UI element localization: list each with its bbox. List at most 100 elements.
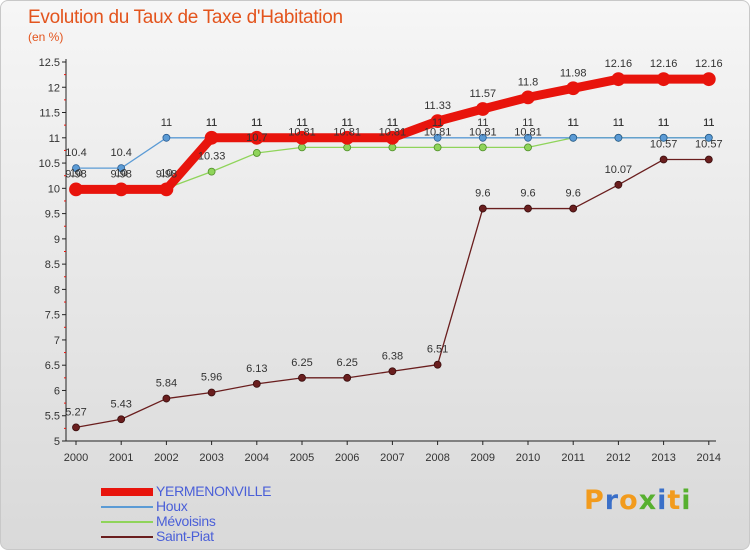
logo-letter: i	[657, 485, 668, 516]
x-tick-label: 2005	[290, 452, 314, 464]
x-tick-label: 2001	[109, 452, 133, 464]
data-label-mevoisins: 10.81	[379, 126, 407, 138]
data-point-yermenonville	[340, 130, 355, 145]
data-point-houx	[704, 133, 713, 142]
data-point-yermenonville	[521, 90, 535, 105]
logo-letter: r	[604, 485, 620, 516]
y-tick-label: 8.5	[45, 259, 60, 271]
data-point-yermenonville	[656, 72, 671, 87]
y-tick-label: 6	[54, 385, 60, 397]
legend-swatch	[101, 488, 153, 496]
data-point-houx	[478, 133, 487, 142]
data-labels: 5.27 5.43 5.84 5.96 6.13 6.25 6.25 6.38 6.51 9.6 9…	[65, 58, 722, 418]
data-point-yermenonville	[430, 114, 445, 129]
data-point-mevoisins	[388, 143, 397, 152]
data-point-saint-piat	[343, 373, 352, 382]
data-point-saint-piat	[117, 415, 126, 424]
data-label-saint-piat: 6.25	[291, 357, 312, 369]
data-label-houx: 11	[477, 117, 488, 129]
y-tick-label: 11.5	[39, 108, 60, 120]
y-tick-label: 9	[54, 234, 60, 246]
y-tick-label: 11	[49, 133, 60, 145]
data-label-saint-piat: 10.07	[605, 164, 633, 176]
y-tick-label: 7	[54, 335, 60, 347]
series-points	[69, 72, 716, 432]
data-point-yermenonville	[295, 130, 309, 145]
data-label-saint-piat: 10.57	[695, 139, 723, 151]
data-point-saint-piat	[478, 204, 487, 213]
data-label-houx: 10.4	[65, 147, 86, 159]
logo-letter: t	[667, 485, 682, 516]
data-label-yermenonville: 11	[251, 117, 262, 129]
data-label-saint-piat: 5.43	[110, 398, 131, 410]
data-point-houx	[614, 133, 623, 142]
x-tick-label: 2014	[697, 452, 721, 464]
data-point-mevoisins	[343, 143, 352, 152]
data-label-mevoisins: 10.7	[246, 132, 267, 144]
x-tick-label: 2000	[64, 452, 88, 464]
data-point-yermenonville	[69, 182, 83, 197]
data-point-saint-piat	[162, 394, 171, 403]
x-tick-label: 2004	[245, 452, 269, 464]
data-point-mevoisins	[207, 167, 216, 176]
data-label-houx: 11	[296, 117, 307, 129]
y-tick-label: 12	[48, 82, 60, 94]
data-label-saint-piat: 9.6	[566, 188, 581, 200]
data-label-yermenonville: 11	[206, 117, 217, 129]
data-label-mevoisins: 10.81	[424, 126, 452, 138]
data-label-mevoisins: 10	[160, 167, 172, 179]
data-label-saint-piat: 10.57	[650, 139, 678, 151]
data-point-saint-piat	[433, 360, 442, 369]
data-label-yermenonville: 11	[341, 117, 352, 129]
data-point-mevoisins	[524, 143, 532, 152]
data-label-saint-piat: 5.96	[201, 371, 222, 383]
data-point-saint-piat	[569, 204, 578, 213]
legend-label: Mévoisins	[156, 513, 216, 529]
data-label-saint-piat: 6.25	[336, 357, 357, 369]
data-point-yermenonville	[249, 130, 264, 145]
x-tick-label: 2011	[561, 452, 585, 464]
data-label-mevoisins: 10.81	[333, 126, 361, 138]
x-tick-label: 2003	[199, 452, 223, 464]
data-point-saint-piat	[524, 204, 532, 213]
legend-swatch	[101, 521, 153, 523]
chart-title: Evolution du Taux de Taxe d'Habitation	[28, 7, 343, 28]
data-label-houx: 11	[522, 117, 533, 129]
data-point-saint-piat	[207, 388, 216, 397]
legend-swatch	[101, 506, 153, 508]
y-tick-label: 9.5	[45, 209, 60, 221]
logo-letter: i	[681, 485, 692, 516]
logo-letter: o	[619, 485, 639, 516]
y-tick-label: 10.5	[39, 158, 60, 170]
data-label-houx: 11	[567, 117, 578, 129]
data-point-yermenonville	[159, 182, 174, 197]
logo-letter: x	[638, 485, 658, 516]
data-point-yermenonville	[566, 81, 581, 96]
data-point-saint-piat	[252, 379, 261, 388]
legend-swatch	[101, 536, 153, 538]
data-label-mevoisins: 10.33	[198, 151, 226, 163]
data-label-houx: 11	[206, 117, 217, 129]
x-tick-label: 2010	[516, 452, 540, 464]
data-label-houx: 11	[432, 117, 443, 129]
y-tick-label: 8	[54, 284, 60, 296]
data-label-yermenonville: 11	[387, 117, 398, 129]
y-tick-label: 5	[54, 436, 60, 448]
data-label-houx: 11	[251, 117, 262, 129]
data-point-saint-piat	[704, 155, 713, 164]
data-point-saint-piat	[72, 423, 80, 432]
data-label-saint-piat: 9.6	[475, 188, 490, 200]
data-point-mevoisins	[478, 143, 487, 152]
data-label-mevoisins: 11	[703, 117, 714, 129]
y-tick-label: 5.5	[45, 411, 60, 423]
data-label-mevoisins: 11	[658, 117, 669, 129]
proxiti-logo: Proxiti	[584, 485, 692, 516]
data-point-yermenonville	[204, 130, 219, 145]
data-label-mevoisins: 10	[70, 167, 82, 179]
data-label-yermenonville: 9.98	[110, 168, 131, 180]
data-label-saint-piat: 6.38	[382, 350, 403, 362]
data-point-houx	[117, 164, 126, 173]
data-point-houx	[162, 133, 171, 142]
data-point-houx	[72, 164, 80, 173]
